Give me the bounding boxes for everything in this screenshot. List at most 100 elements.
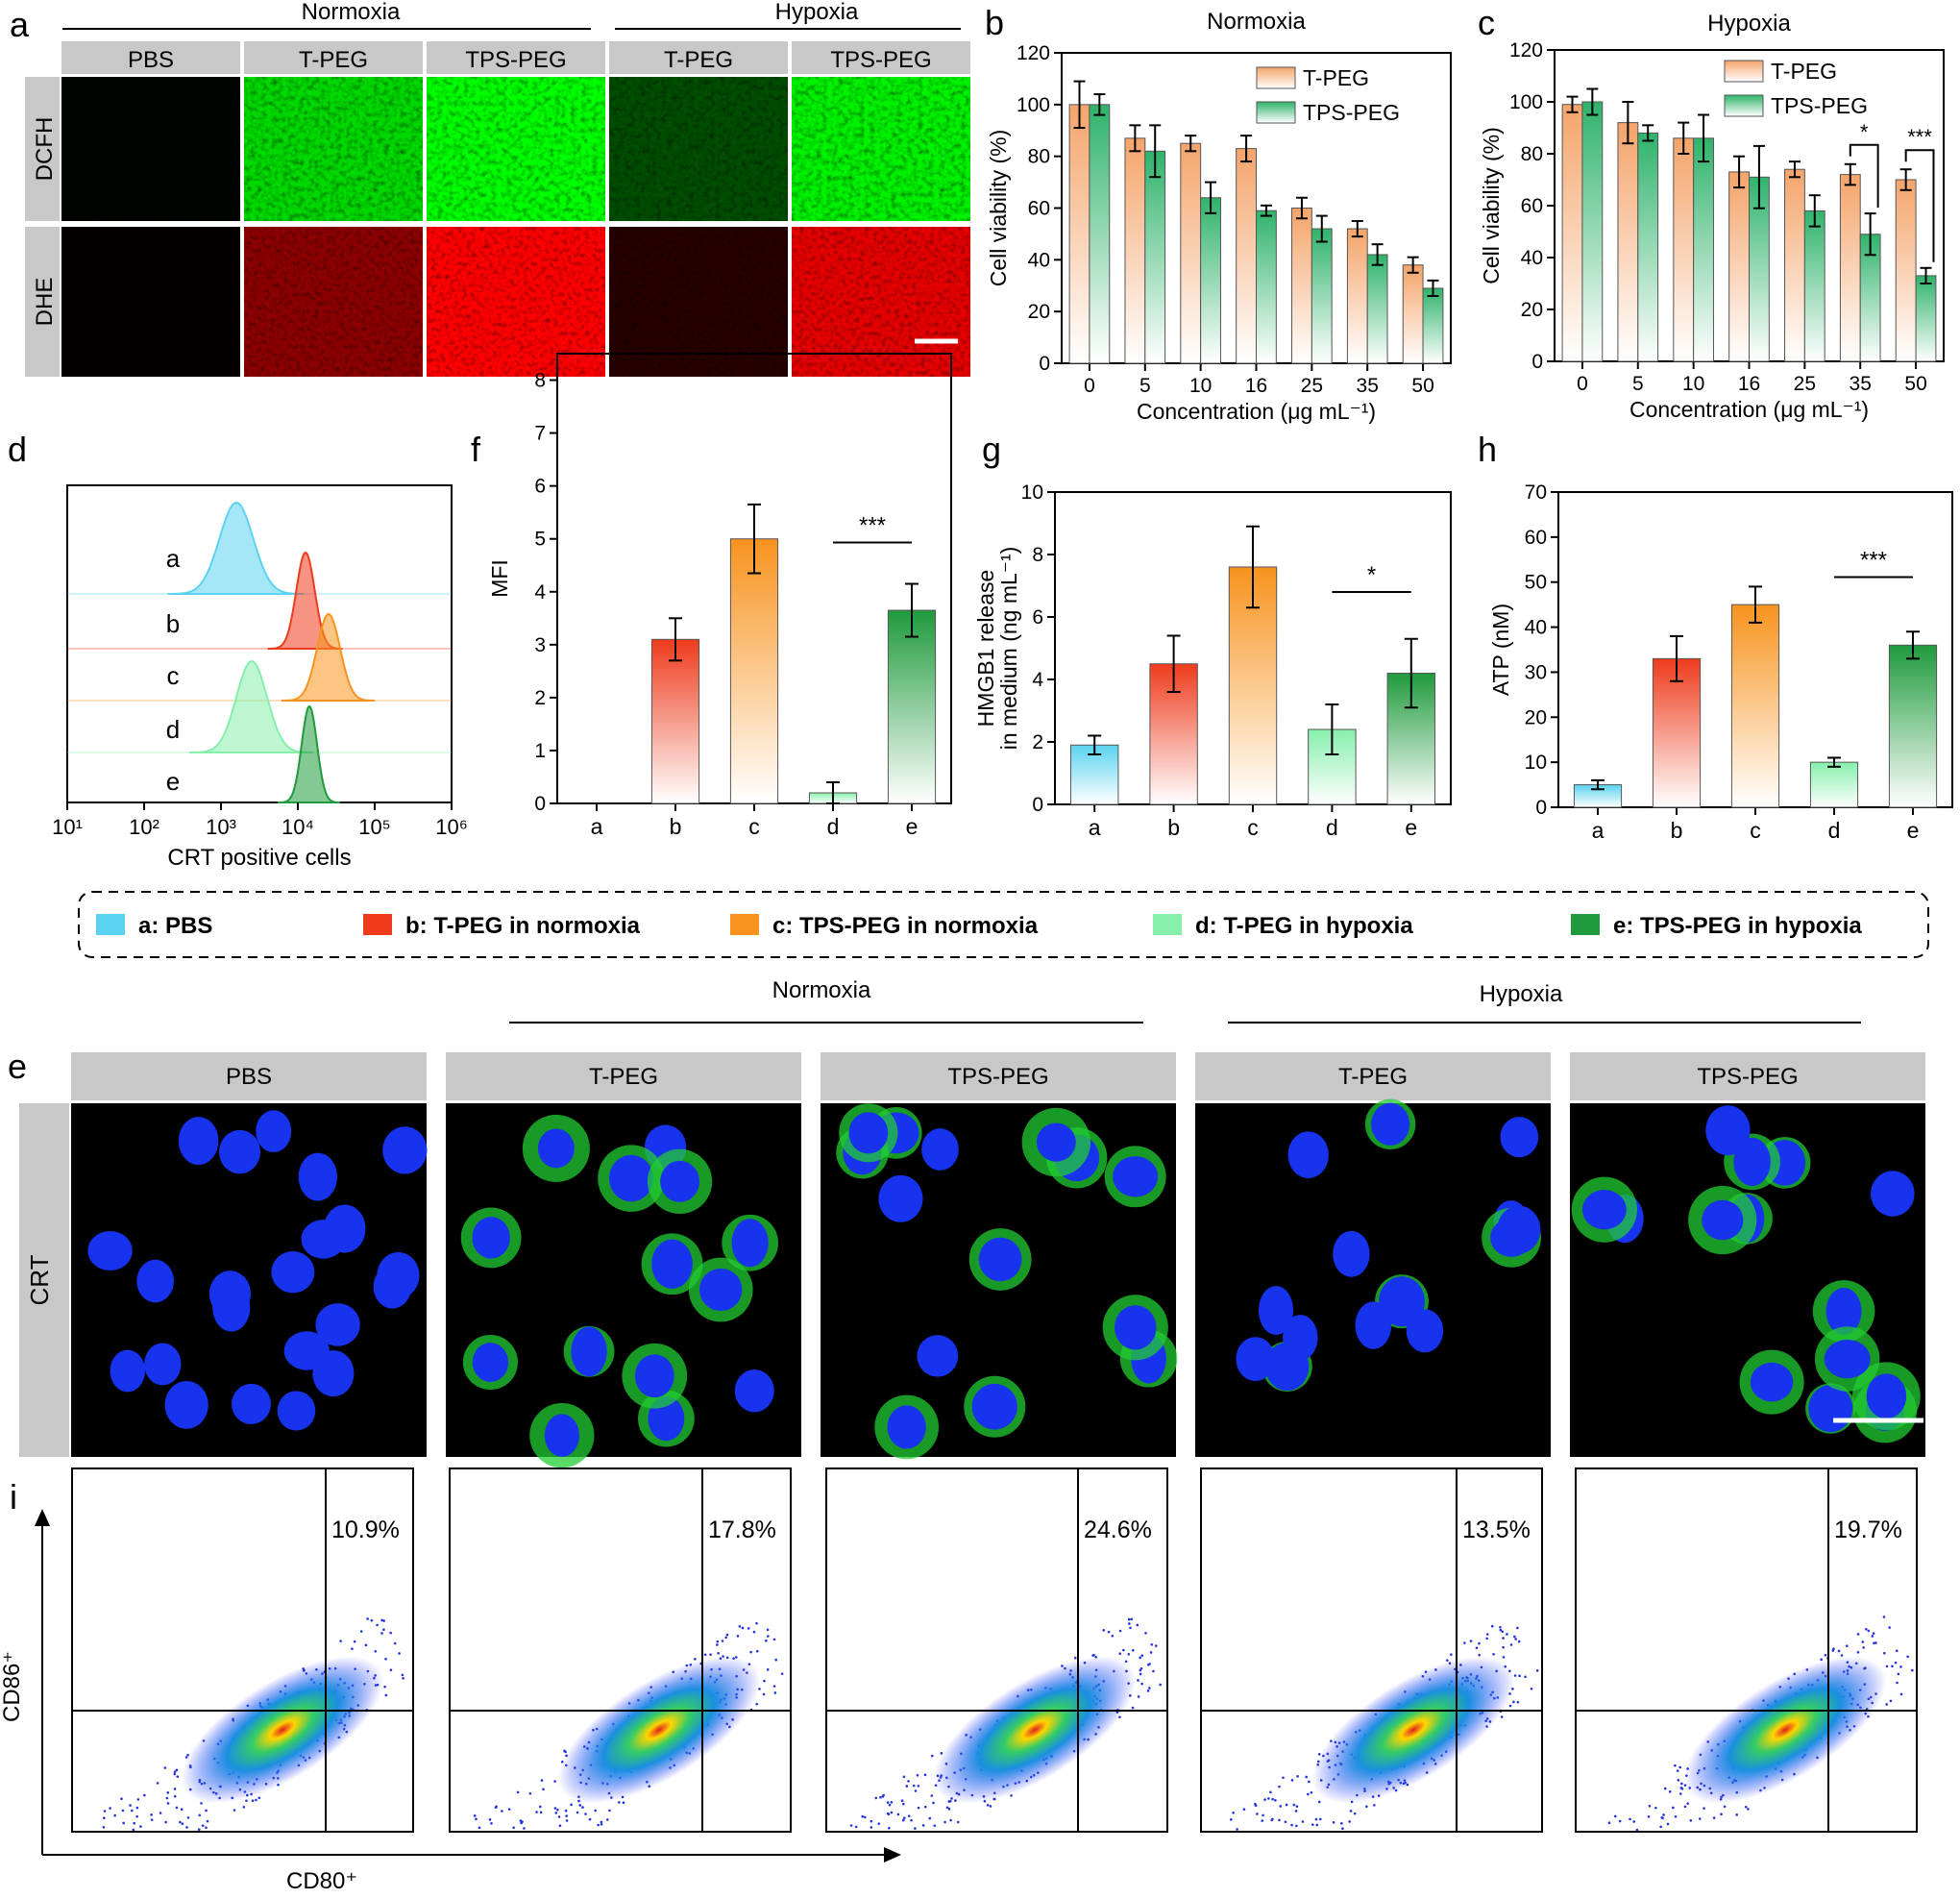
- legend-swatch-c: [730, 914, 759, 935]
- panel-a-col-header: TPS-PEG: [830, 47, 931, 73]
- cell-nucleus: [1750, 1362, 1794, 1402]
- bar: [1888, 644, 1938, 808]
- legend-label: T-PEG: [1771, 59, 1837, 84]
- panel-i-xlabel: CD80⁺: [286, 1868, 357, 1894]
- panel-h: h 0 10 20 30 40 50 60 70 a b c d e *** ATP (nM): [1478, 430, 1953, 843]
- cell-nucleus: [608, 1154, 653, 1202]
- density-cloud: [1683, 1656, 1887, 1804]
- cell-nucleus: [848, 1112, 889, 1154]
- histogram-tick-label: 10³: [206, 815, 236, 839]
- quadrant-percentage: 13.5%: [1462, 1517, 1531, 1543]
- panel-a-col-header: TPS-PEG: [465, 47, 566, 73]
- bar: [1784, 168, 1805, 362]
- dhe-fluorescence: [427, 227, 605, 377]
- panel-e-row-crt: CRT: [25, 1254, 54, 1305]
- bar: [1803, 210, 1825, 362]
- cell-nucleus: [1581, 1190, 1627, 1230]
- cell-nucleus: [110, 1349, 146, 1393]
- x-tick-label: 35: [1357, 375, 1379, 397]
- dcfh-fluorescence: [609, 77, 788, 221]
- x-tick-label: 50: [1904, 373, 1926, 395]
- panel-letter-i: i: [10, 1477, 17, 1517]
- y-tick-label: 40: [1521, 247, 1543, 269]
- cell-nucleus: [660, 1160, 700, 1202]
- legend-label-e: e: TPS-PEG in hypoxia: [1613, 913, 1862, 939]
- x-tick-label: d: [1828, 818, 1841, 843]
- cell-nucleus: [921, 1128, 959, 1171]
- dhe-fluorescence: [609, 227, 788, 377]
- y-tick-label: 60: [1028, 198, 1050, 220]
- bar: [650, 638, 700, 804]
- density-cloud: [933, 1656, 1137, 1804]
- cell-nucleus: [878, 1174, 923, 1222]
- bar: [1915, 275, 1937, 362]
- legend-label: TPS-PEG: [1771, 93, 1868, 118]
- cell-nucleus: [978, 1237, 1022, 1282]
- x-tick-label: c: [1750, 818, 1761, 843]
- y-tick-label: 2: [1032, 731, 1043, 753]
- y-tick-label: 7: [534, 423, 546, 445]
- x-tick-label: d: [1326, 815, 1338, 840]
- panel-i: i 10.9% 17.8% 24.6% 13.5% 19.7% CD80⁺ CD86⁺: [0, 1467, 1918, 1894]
- flow-plot-frame: [71, 1467, 414, 1833]
- bar: [1693, 137, 1714, 362]
- panel-e-col-header: PBS: [226, 1064, 272, 1090]
- y-tick-label: 5: [534, 529, 546, 551]
- cell-nucleus: [1236, 1337, 1276, 1381]
- quadrant-percentage: 19.7%: [1834, 1517, 1902, 1543]
- cell-nucleus: [136, 1259, 174, 1303]
- x-axis-label: Concentration (μg mL⁻¹): [1137, 399, 1376, 424]
- x-tick-label: 25: [1301, 375, 1323, 397]
- panel-f: f 0 1 2 3 4 5 6 7 8 a b c d e *** MFI: [471, 353, 952, 839]
- x-tick-label: 0: [1084, 375, 1095, 397]
- bar: [1561, 104, 1583, 362]
- cell-nucleus: [144, 1343, 182, 1386]
- bar: [1180, 142, 1202, 364]
- bar: [729, 538, 779, 804]
- cell-nucleus: [1333, 1230, 1370, 1277]
- cell-nucleus: [301, 1220, 346, 1259]
- bar: [1617, 122, 1639, 362]
- chart-title: Hypoxia: [1707, 11, 1791, 37]
- bar: [1402, 264, 1424, 364]
- y-tick-label: 60: [1525, 527, 1547, 549]
- x-tick-label: a: [591, 814, 603, 839]
- dhe-image: [61, 227, 240, 377]
- panel-b: b 0 20 40 60 80 100 120 Normoxia 0 5 10 16 25 35 50 T-P…: [985, 3, 1452, 424]
- bar: [1256, 210, 1277, 364]
- y-tick-label: 20: [1521, 299, 1543, 321]
- cell-nucleus: [1824, 1339, 1871, 1379]
- bar: [1200, 197, 1221, 364]
- significance-label: *: [1860, 120, 1869, 144]
- legend-swatch-b: [363, 914, 392, 935]
- dhe-fluorescence: [792, 227, 970, 377]
- y-tick-label: 10: [1525, 752, 1547, 774]
- chart-title: Normoxia: [1207, 9, 1306, 35]
- cell-nucleus: [634, 1354, 674, 1398]
- cell-nucleus: [699, 1268, 743, 1312]
- cell-nucleus: [377, 1252, 420, 1299]
- y-tick-label: 6: [534, 476, 546, 498]
- cell-nucleus: [1808, 1385, 1853, 1433]
- histogram-label: b: [166, 609, 180, 638]
- bar: [1291, 208, 1312, 364]
- x-tick-label: e: [1405, 815, 1417, 840]
- panel-letter-h: h: [1478, 430, 1497, 469]
- y-tick-label: 4: [1032, 669, 1043, 691]
- histogram-tick-label: 10¹: [52, 815, 83, 839]
- y-axis-label: Cell viability (%): [986, 130, 1011, 287]
- histogram-label: e: [166, 767, 180, 796]
- bar: [1089, 104, 1111, 364]
- panel-letter-b: b: [985, 3, 1004, 42]
- cell-nucleus: [1258, 1286, 1294, 1335]
- cell-nucleus: [271, 1251, 315, 1294]
- bar: [1581, 101, 1604, 362]
- bar: [1809, 761, 1859, 808]
- crt-image: [1195, 1103, 1551, 1457]
- x-tick-label: 10: [1189, 375, 1212, 397]
- x-tick-label: 0: [1577, 373, 1588, 395]
- bar: [887, 609, 937, 804]
- histogram-tick-label: 10⁶: [435, 815, 468, 839]
- panel-a-group-normoxia: Normoxia: [302, 0, 401, 25]
